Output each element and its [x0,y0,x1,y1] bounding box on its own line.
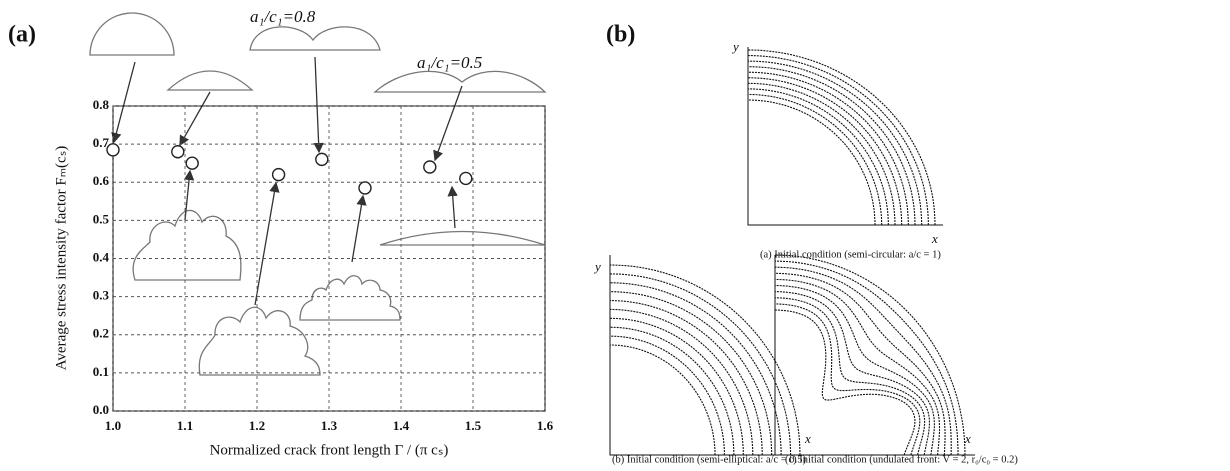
caption: (b) Initial condition (semi-elliptical: … [612,454,806,465]
crack-front [748,66,916,226]
crack-front [747,93,883,226]
crack-front [774,303,921,456]
x-tick-label: 1.2 [249,418,265,433]
crack-front [748,77,903,226]
x-tick-label: 1.5 [465,418,482,433]
panel-label: (b) [606,22,635,48]
crack-front [748,88,889,225]
crack-front [610,300,763,455]
crack-front [748,55,929,225]
y-tick-label: 0.4 [93,249,110,264]
crack-front [610,344,716,455]
crack-front [774,266,952,456]
x-axis-label: x [931,231,938,246]
data-point [423,160,437,174]
data-point [106,143,120,157]
axes [747,47,943,226]
crack-front [747,49,936,226]
y-tick-label: 0.2 [93,326,109,341]
annotation: a₁/c₁=0.8 [250,7,316,26]
crack-front [609,326,735,456]
crack-front [609,273,792,456]
x-tick-label: 1.0 [105,418,121,433]
y-tick-label: 0.0 [93,402,109,417]
panel-label: (a) [8,22,36,48]
x-tick-label: 1.3 [321,418,338,433]
crack-front [747,60,923,226]
crack-front [747,71,909,225]
axes [774,255,975,456]
data-point [459,171,473,186]
x-tick-label: 1.1 [177,418,193,433]
x-tick-label: 1.6 [537,418,554,433]
data-point [185,156,199,170]
crack-front [774,297,926,456]
y-tick-label: 0.5 [93,211,110,226]
crack-front [748,99,876,225]
y-axis-label: y [593,259,601,274]
crack-front [774,254,966,456]
crack-front [774,260,959,455]
crack-front [774,272,946,456]
y-tick-label: 0.6 [93,173,110,188]
y-tick-label: 0.1 [93,364,109,379]
data-point [171,145,185,159]
data-point [271,167,286,182]
y-axis-label: y [731,39,739,54]
y-tick-label: 0.7 [93,135,110,150]
annotation: a₁/c₁=0.5 [417,53,482,72]
crack-front [609,335,725,455]
crack-front [609,317,744,455]
panel-b: x y (a) Initial condition (semi-circular: … [593,39,1018,465]
crack-front [774,309,916,456]
crack-front [775,278,941,456]
crack-sketches [89,12,547,376]
crack-front [775,285,935,456]
y-tick-label: 0.8 [93,97,110,112]
crack-front [775,291,931,456]
crack-front [609,264,801,456]
x-axis-label: Normalized crack front length Γ / (π cₛ) [210,442,449,458]
crack-front [610,291,773,456]
axes [609,255,810,456]
crack-front [747,82,896,226]
x-axis-label: x [964,431,971,446]
crack-front [610,282,782,455]
data-point [358,181,372,195]
data-point [315,152,329,167]
caption: (a) Initial condition (semi-circular: a/… [760,249,941,260]
y-axis-label: Average stress intensity factor Fₘ(cₛ) [53,146,69,371]
caption: (c) Initial condition (undulated front: … [785,454,1018,465]
crack-front [609,308,754,456]
x-axis-label: x [804,431,811,446]
x-tick-label: 1.4 [393,418,410,433]
y-tick-label: 0.3 [93,288,110,303]
